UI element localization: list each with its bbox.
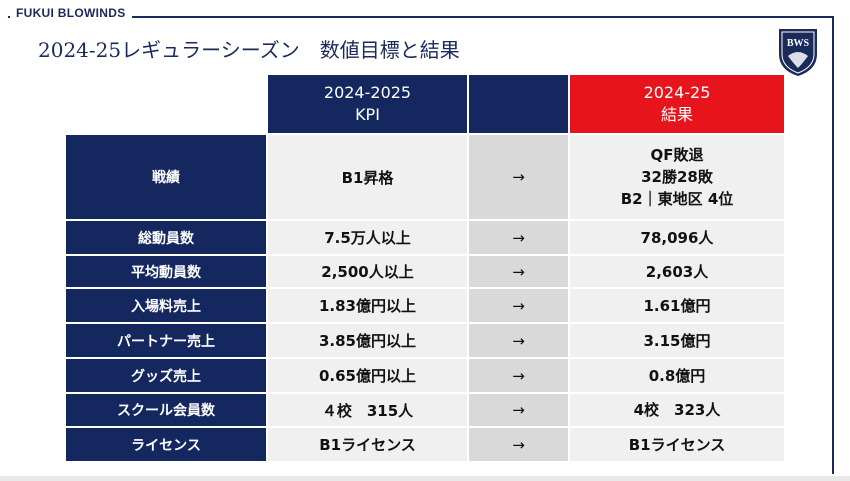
row-4-arrow-cell: →	[469, 324, 568, 357]
row-1-label-cell: 総動員数	[66, 221, 266, 254]
row-5-arrow-cell: →	[469, 359, 568, 392]
row-2-kpi-cell: 2,500人以上	[268, 256, 467, 287]
logo-lettering: BWS	[787, 38, 810, 49]
row-3-label-cell: 入場料売上	[66, 289, 266, 322]
row-5-result-cell: 0.8億円	[570, 359, 784, 392]
row-0-kpi-cell: B1昇格	[268, 135, 467, 219]
row-0-result-cell: QF敗退 32勝28敗 B2｜東地区 4位	[570, 135, 784, 219]
page-title: 2024-25レギュラーシーズン 数値目標と結果	[38, 38, 460, 62]
row-7-kpi-cell: B1ライセンス	[268, 428, 467, 461]
row-2-result-cell: 2,603人	[570, 256, 784, 287]
row-6-arrow-cell: →	[469, 394, 568, 426]
row-5-label-cell: グッズ売上	[66, 359, 266, 392]
row-7-result-cell: B1ライセンス	[570, 428, 784, 461]
row-6-kpi-cell: ４校 315人	[268, 394, 467, 426]
row-1-arrow-cell: →	[469, 221, 568, 254]
row-0-arrow-cell: →	[469, 135, 568, 219]
row-3-result-cell: 1.61億円	[570, 289, 784, 322]
row-7-arrow-cell: →	[469, 428, 568, 461]
row-5-kpi-cell: 0.65億円以上	[268, 359, 467, 392]
row-2-arrow-cell: →	[469, 256, 568, 287]
row-1-result-cell: 78,096人	[570, 221, 784, 254]
header-kpi: 2024-2025 KPI	[268, 75, 467, 133]
row-3-kpi-cell: 1.83億円以上	[268, 289, 467, 322]
row-6-result-cell: 4校 323人	[570, 394, 784, 426]
row-2-label-cell: 平均動員数	[66, 256, 266, 287]
team-shield-logo: BWS	[779, 29, 817, 76]
row-4-result-cell: 3.15億円	[570, 324, 784, 357]
slide-frame	[8, 16, 834, 474]
row-4-label-cell: パートナー売上	[66, 324, 266, 357]
brand-name: FUKUI BLOWINDS	[10, 6, 132, 20]
row-4-kpi-cell: 3.85億円以上	[268, 324, 467, 357]
row-0-label-cell: 戦績	[66, 135, 266, 219]
row-1-kpi-cell: 7.5万人以上	[268, 221, 467, 254]
header-result: 2024-25 結果	[570, 75, 784, 133]
row-3-arrow-cell: →	[469, 289, 568, 322]
header-arrow-blank	[469, 75, 568, 133]
row-7-label-cell: ライセンス	[66, 428, 266, 461]
row-6-label-cell: スクール会員数	[66, 394, 266, 426]
bottom-bar	[0, 476, 850, 481]
